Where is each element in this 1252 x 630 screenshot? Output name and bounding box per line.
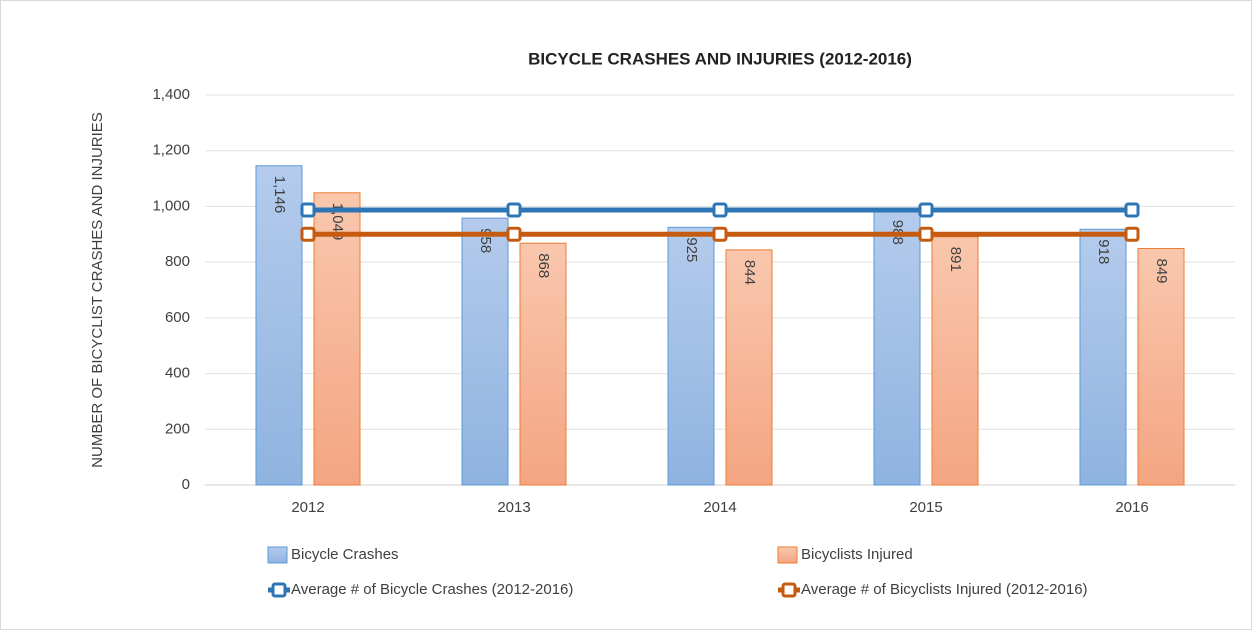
bar [667,226,715,486]
bar [931,236,979,486]
legend-label: Average # of Bicyclists Injured (2012-20… [801,581,1088,598]
line-marker [506,202,522,218]
bar [1137,247,1185,486]
y-tick-label: 400 [165,365,190,382]
legend-marker [271,582,287,598]
y-tick-label: 200 [165,420,190,437]
bar [873,209,921,486]
x-tick-label: 2013 [497,499,530,516]
bar [255,165,303,486]
bar [725,249,773,486]
bar [313,192,361,486]
legend-swatch [777,546,798,564]
y-tick-label: 600 [165,309,190,326]
y-tick-label: 1,400 [152,86,190,103]
legend-swatch [267,546,288,564]
chart-title: BICYCLE CRASHES AND INJURIES (2012-2016) [528,49,912,68]
line-marker [712,202,728,218]
data-label: 849 [1153,258,1170,283]
data-label: 925 [683,237,700,262]
data-label: 868 [535,253,552,278]
legend-label: Bicyclists Injured [801,546,913,563]
data-label: 844 [741,260,758,285]
y-tick-label: 0 [182,476,190,493]
line-marker [300,202,316,218]
y-tick-label: 1,200 [152,142,190,159]
legend-label: Bicycle Crashes [291,546,399,563]
line-marker [1124,226,1140,242]
data-label: 891 [947,247,964,272]
line-marker [506,226,522,242]
bar [461,217,509,486]
x-tick-label: 2016 [1115,499,1148,516]
x-tick-label: 2012 [291,499,324,516]
x-tick-label: 2014 [703,499,736,516]
line-marker [918,226,934,242]
line-marker [1124,202,1140,218]
bar [519,242,567,486]
data-label: 1,146 [271,176,288,214]
y-axis-label: NUMBER OF BICYCLIST CRASHES AND INJURIES [89,112,106,468]
line-marker [712,226,728,242]
data-label: 918 [1095,239,1112,264]
line-marker [300,226,316,242]
legend-label: Average # of Bicycle Crashes (2012-2016) [291,581,573,598]
y-tick-label: 800 [165,253,190,270]
bar [1079,228,1127,486]
y-tick-label: 1,000 [152,197,190,214]
x-tick-label: 2015 [909,499,942,516]
legend-marker [781,582,797,598]
line-marker [918,202,934,218]
